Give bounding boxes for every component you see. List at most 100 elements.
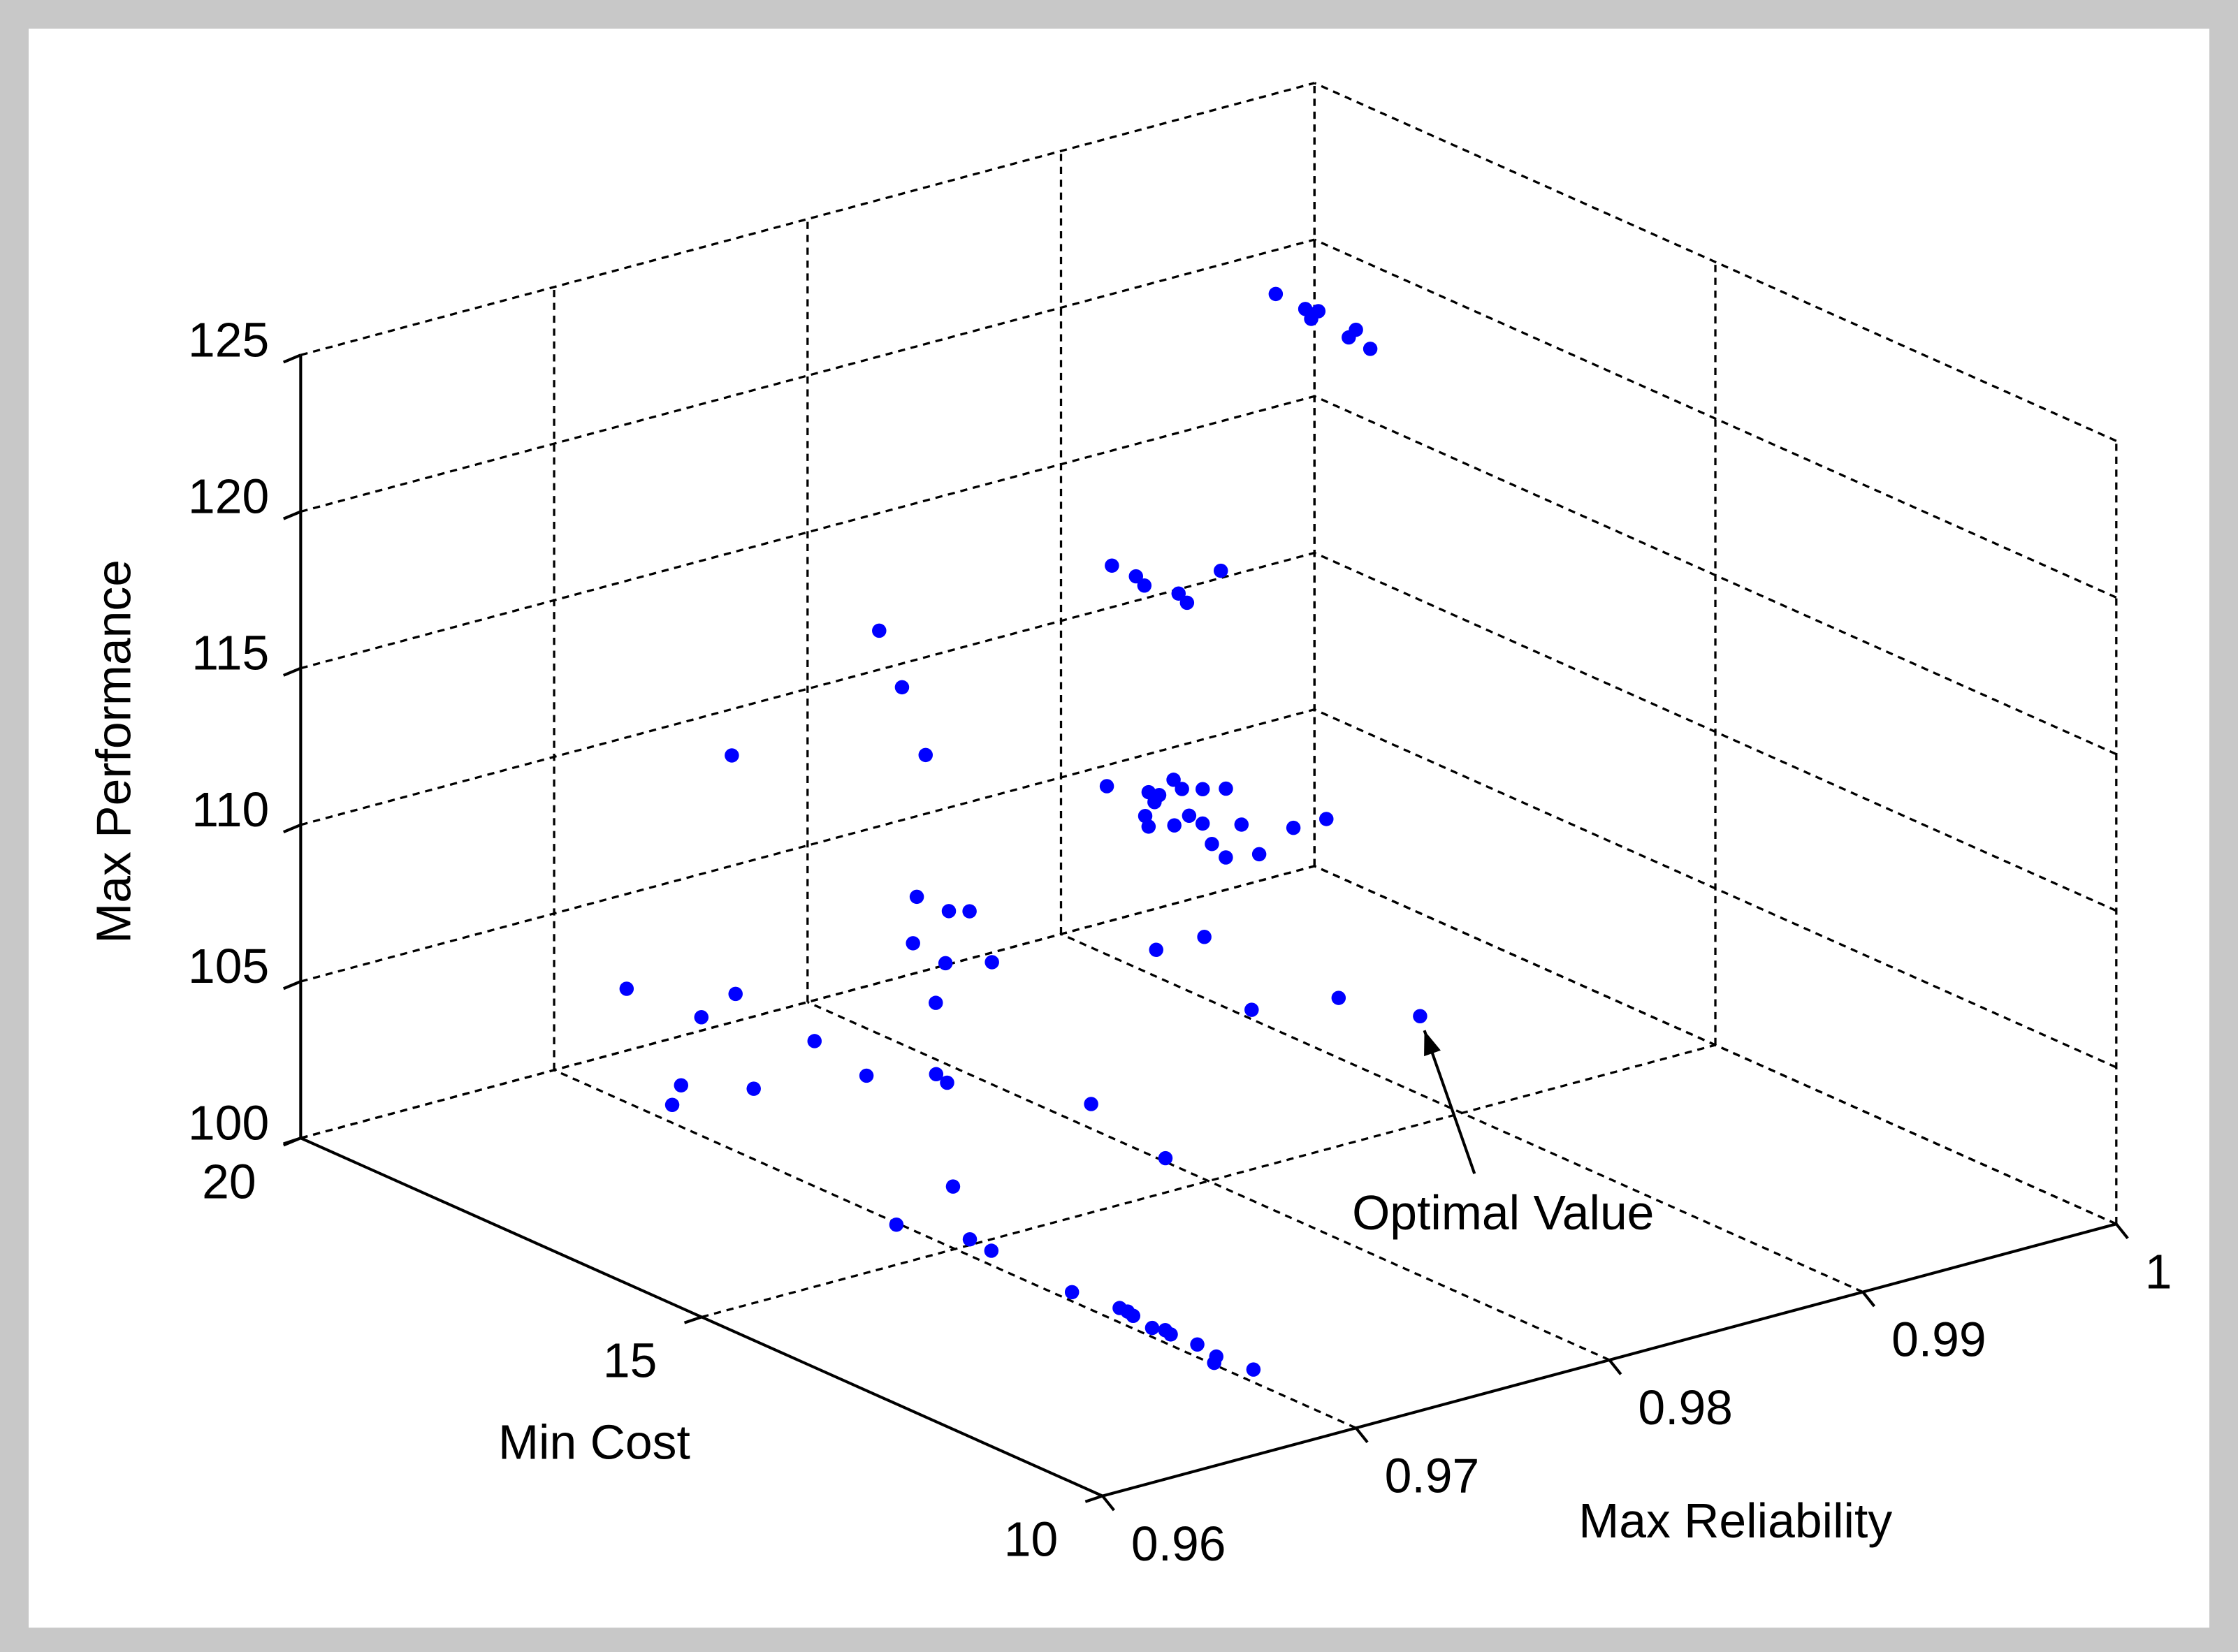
x-tick-label: 0.98: [1638, 1380, 1733, 1435]
tick-mark: [282, 980, 302, 991]
data-point: [1197, 930, 1212, 944]
data-point: [1246, 1362, 1261, 1377]
data-point: [1286, 820, 1301, 835]
x-tick-label: 0.97: [1385, 1448, 1480, 1503]
data-point: [1413, 1009, 1427, 1023]
tick-mark: [1861, 1291, 1876, 1308]
x-tick-label: 0.99: [1891, 1313, 1986, 1367]
data-point: [945, 1179, 961, 1194]
data-point: [1175, 782, 1189, 796]
data-point: [984, 955, 999, 970]
data-point: [889, 1217, 904, 1232]
z-axis-label: Max Performance: [86, 560, 140, 944]
plot-background: [28, 28, 2210, 1628]
tick-mark: [1101, 1495, 1115, 1512]
data-point: [1137, 578, 1152, 593]
data-point: [1141, 819, 1156, 834]
data-point: [1128, 569, 1144, 584]
data-point: [962, 904, 977, 919]
tick-mark: [283, 1136, 301, 1146]
data-point: [1268, 286, 1284, 302]
grid-line: [807, 1001, 1611, 1361]
arrow-head: [1424, 1030, 1441, 1057]
tick-mark: [282, 510, 302, 520]
grid-line: [1314, 865, 2117, 1225]
data-point: [1167, 818, 1182, 833]
z-tick-label: 115: [191, 626, 269, 680]
grid-line: [1314, 551, 2117, 912]
grid-line: [1314, 708, 2117, 1069]
data-point: [1205, 836, 1219, 851]
z-tick-label: 120: [188, 469, 269, 523]
data-point: [1234, 817, 1249, 832]
data-point: [1319, 812, 1334, 826]
data-point: [1363, 342, 1378, 356]
data-point: [694, 1010, 709, 1025]
tick-mark: [1608, 1359, 1622, 1375]
data-point: [962, 1231, 978, 1247]
data-point: [1179, 595, 1195, 611]
data-point: [1171, 586, 1186, 601]
data-point: [1145, 1320, 1160, 1336]
data-point: [1163, 1327, 1178, 1342]
data-point: [1251, 847, 1267, 862]
data-point: [1207, 1355, 1221, 1370]
y-tick-label: 20: [202, 1154, 256, 1208]
tick-mark: [1084, 1494, 1103, 1503]
data-point: [1349, 322, 1363, 337]
data-point: [1331, 991, 1346, 1005]
data-point: [1213, 563, 1228, 578]
tick-mark: [1355, 1426, 1369, 1444]
data-point: [746, 1081, 761, 1096]
data-point: [1099, 779, 1114, 794]
x-tick-label: 0.96: [1131, 1516, 1226, 1571]
z-tick-label: 125: [188, 312, 269, 367]
y-tick-label: 15: [603, 1333, 657, 1387]
data-point: [1149, 942, 1163, 958]
data-point: [940, 1075, 954, 1090]
tick-mark: [282, 823, 302, 833]
z-tick-label: 100: [188, 1095, 269, 1150]
data-point: [1195, 816, 1210, 831]
data-point: [1182, 808, 1197, 823]
data-point: [929, 995, 943, 1010]
data-point: [984, 1243, 999, 1258]
z-tick-label: 110: [191, 782, 269, 837]
data-point: [725, 748, 739, 763]
data-point: [619, 981, 634, 996]
x-tick-label: 1: [2145, 1244, 2172, 1299]
tick-mark: [282, 353, 302, 364]
z-tick-label: 105: [188, 939, 269, 993]
annotation-label: Optimal Value: [1352, 1185, 1654, 1240]
data-point: [1105, 558, 1119, 573]
data-point: [1219, 781, 1233, 796]
data-point: [909, 889, 924, 905]
data-point: [938, 956, 953, 971]
data-point: [894, 680, 910, 695]
data-point: [807, 1034, 822, 1048]
data-point: [1158, 1150, 1173, 1166]
data-point: [664, 1097, 680, 1112]
grid-line: [1314, 395, 2117, 756]
data-point: [674, 1078, 689, 1092]
data-point: [929, 1067, 944, 1082]
data-point: [1166, 773, 1181, 787]
data-point: [728, 986, 743, 1002]
data-point: [1084, 1097, 1098, 1111]
grid-line: [1314, 238, 2117, 599]
data-point: [1126, 1308, 1141, 1323]
y-tick-label: 10: [1004, 1512, 1058, 1567]
tick-mark: [2115, 1222, 2129, 1240]
data-point: [1151, 787, 1167, 803]
data-point: [872, 623, 887, 638]
tick-mark: [282, 666, 302, 677]
data-point: [918, 747, 933, 763]
y-axis-label: Min Cost: [498, 1415, 690, 1469]
data-point: [1064, 1285, 1080, 1300]
tick-mark: [683, 1315, 702, 1324]
data-point: [1311, 304, 1326, 319]
data-point: [1196, 782, 1210, 796]
annotation-arrow: [1423, 1030, 1476, 1174]
